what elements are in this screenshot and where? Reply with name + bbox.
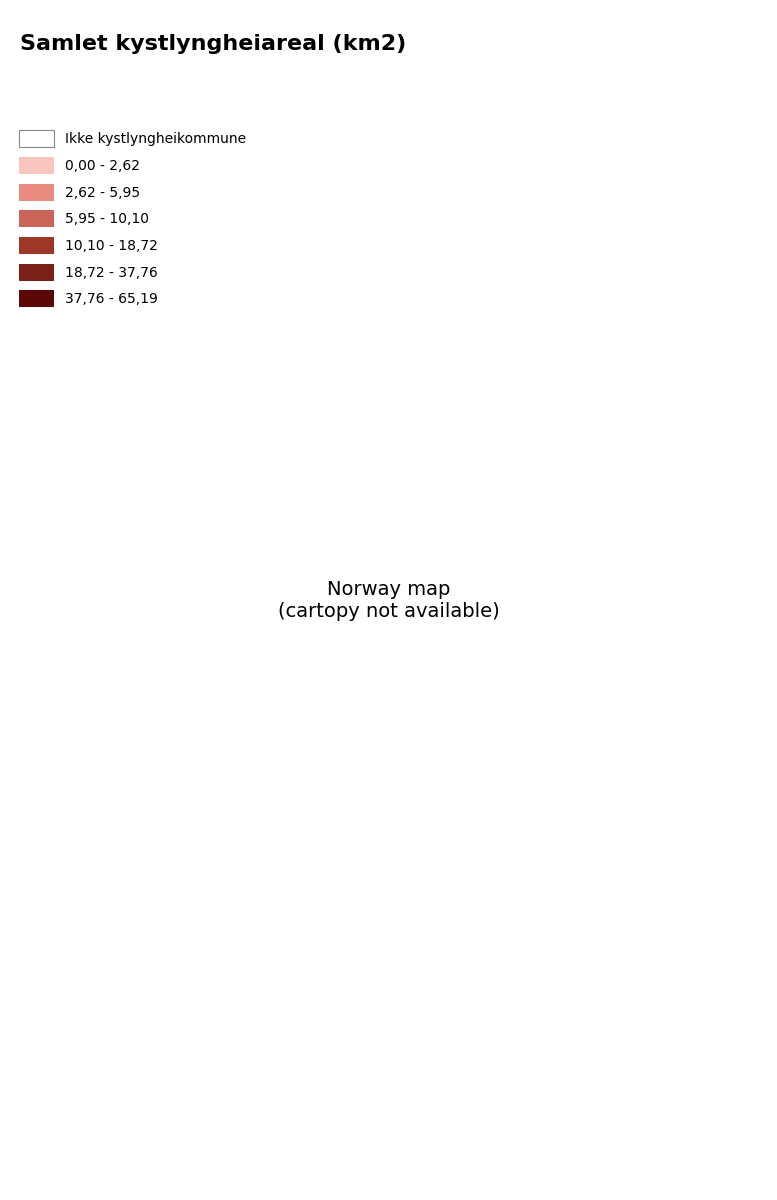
Text: Norway map
(cartopy not available): Norway map (cartopy not available)	[277, 580, 500, 620]
Legend: Ikke kystlyngheikommune, 0,00 - 2,62, 2,62 - 5,95, 5,95 - 10,10, 10,10 - 18,72, : Ikke kystlyngheikommune, 0,00 - 2,62, 2,…	[19, 131, 246, 307]
Text: Samlet kystlyngheiareal (km2): Samlet kystlyngheiareal (km2)	[19, 34, 406, 54]
